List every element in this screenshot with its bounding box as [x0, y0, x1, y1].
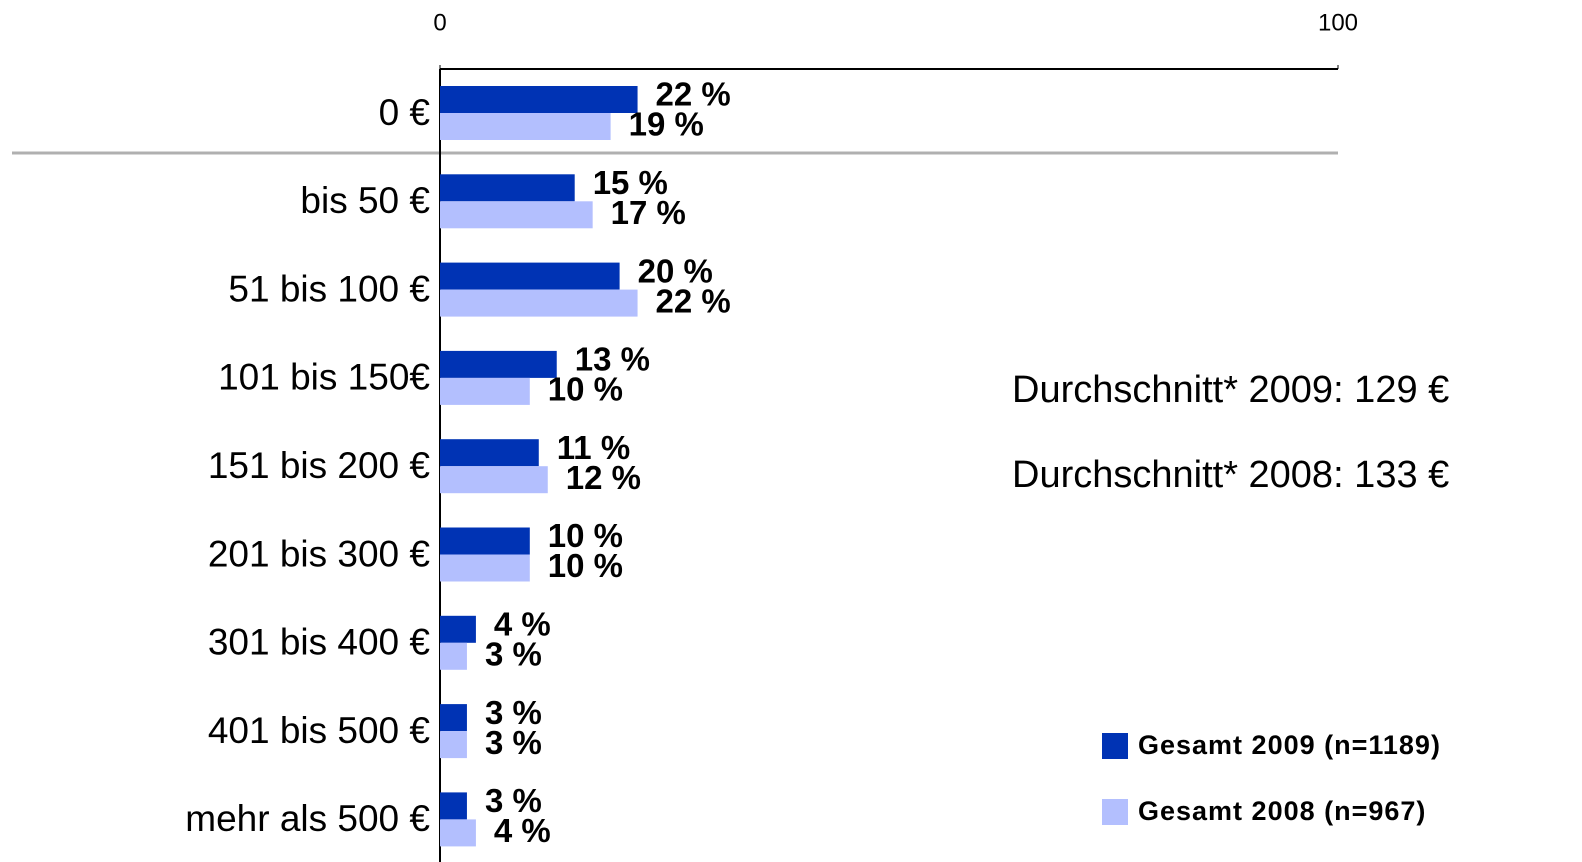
category-label: 101 bis 150€	[218, 357, 430, 398]
legend-label: Gesamt 2008 (n=967)	[1138, 796, 1426, 826]
bar	[440, 174, 575, 202]
bar	[440, 466, 548, 494]
x-tick-label: 100	[1318, 9, 1358, 36]
value-label: 11 %	[557, 429, 630, 466]
bar	[440, 262, 620, 290]
bar	[440, 86, 638, 113]
legend-swatch	[1102, 799, 1128, 825]
bar	[440, 731, 467, 759]
bar	[440, 615, 476, 643]
category-label: 201 bis 300 €	[208, 533, 431, 574]
legend-swatch	[1102, 733, 1128, 759]
annotation: Durchschnitt* 2008: 133 €	[1012, 454, 1449, 496]
x-tick-label: 0	[433, 9, 446, 36]
value-label: 10 %	[548, 371, 623, 408]
value-label: 13 %	[575, 341, 650, 378]
value-label: 15 %	[593, 164, 668, 201]
bar	[440, 113, 611, 140]
value-label: 22 %	[656, 76, 731, 113]
category-label: mehr als 500 €	[185, 798, 430, 839]
bar	[440, 704, 467, 732]
category-label: 151 bis 200 €	[208, 445, 431, 486]
bar	[440, 201, 593, 229]
bar	[440, 792, 467, 820]
bar	[440, 527, 530, 555]
value-label: 4 %	[494, 812, 551, 849]
value-label: 22 %	[656, 282, 731, 319]
category-label: 0 €	[379, 92, 431, 133]
value-label: 3 %	[485, 724, 542, 761]
value-label: 10 %	[548, 547, 623, 584]
value-label: 3 %	[485, 636, 542, 673]
legend-label: Gesamt 2009 (n=1189)	[1138, 730, 1441, 760]
category-label: 401 bis 500 €	[208, 710, 431, 751]
bar	[440, 642, 467, 670]
bar	[440, 289, 638, 317]
bar	[440, 554, 530, 582]
value-label: 20 %	[638, 252, 713, 289]
category-label: 301 bis 400 €	[208, 622, 431, 663]
bar	[440, 377, 530, 405]
value-label: 3 %	[485, 782, 542, 819]
category-label: bis 50 €	[300, 180, 430, 221]
value-label: 17 %	[611, 194, 686, 231]
category-label: 51 bis 100 €	[228, 268, 430, 309]
annotation: Durchschnitt* 2009: 129 €	[1012, 369, 1449, 411]
value-label: 19 %	[629, 106, 704, 143]
value-label: 12 %	[566, 459, 641, 496]
value-label: 3 %	[485, 694, 542, 731]
bar	[440, 439, 539, 467]
bar	[440, 819, 476, 847]
value-label: 4 %	[494, 606, 551, 643]
value-label: 10 %	[548, 517, 623, 554]
bar	[440, 350, 557, 378]
